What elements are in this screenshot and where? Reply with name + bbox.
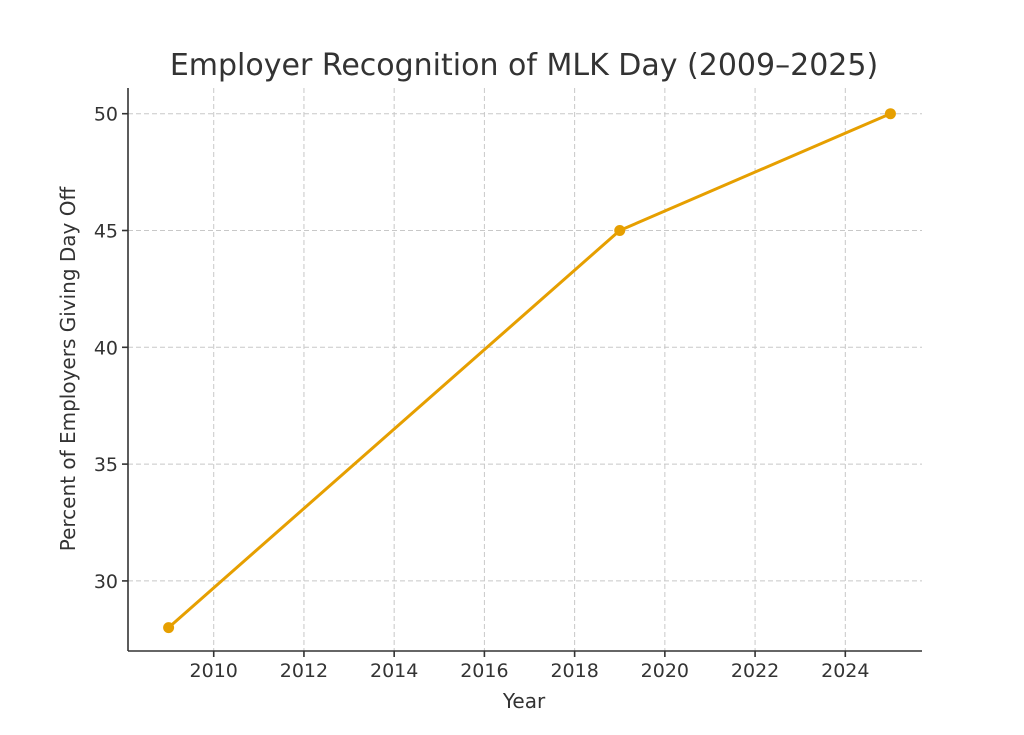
series-line [167, 112, 892, 630]
y-tick-label: 35 [94, 454, 118, 476]
series-layer [163, 108, 896, 634]
data-point [614, 225, 626, 237]
y-tick-label: 45 [94, 221, 118, 243]
chart-title: Employer Recognition of MLK Day (2009–20… [170, 48, 878, 83]
x-tick-label: 2022 [731, 660, 779, 682]
data-point [163, 622, 175, 634]
grid-layer [128, 88, 922, 651]
y-tick-label: 30 [94, 571, 118, 593]
x-tick-label: 2010 [190, 660, 238, 682]
x-tick-label: 2018 [550, 660, 598, 682]
data-point [884, 108, 896, 120]
x-tick-label: 2024 [821, 660, 869, 682]
x-tick-label: 2014 [370, 660, 418, 682]
x-tick-label: 2012 [280, 660, 328, 682]
axes-layer: 2010 2012 2014 2016 2018 2020 2022 2024 30 35 40 45… [94, 88, 922, 682]
x-axis-label: Year [502, 689, 546, 713]
x-tick-label: 2016 [460, 660, 508, 682]
x-tick-label: 2020 [641, 660, 689, 682]
y-tick-label: 40 [94, 337, 118, 359]
y-axis-label: Percent of Employers Giving Day Off [56, 186, 80, 552]
y-tick-label: 50 [94, 104, 118, 126]
